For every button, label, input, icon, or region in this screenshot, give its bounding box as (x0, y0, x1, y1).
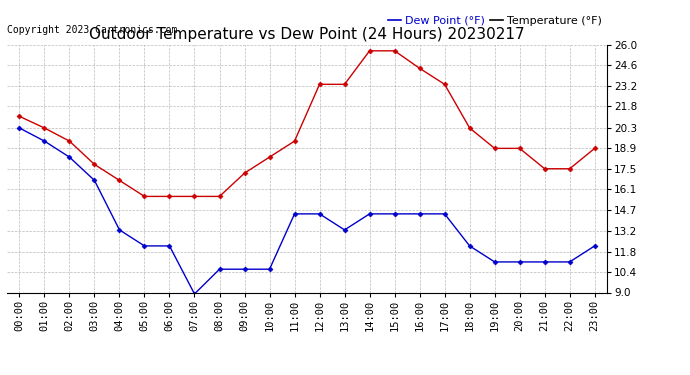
Title: Outdoor Temperature vs Dew Point (24 Hours) 20230217: Outdoor Temperature vs Dew Point (24 Hou… (89, 27, 525, 42)
Text: Copyright 2023 Cartronics.com: Copyright 2023 Cartronics.com (7, 25, 177, 35)
Legend: Dew Point (°F), Temperature (°F): Dew Point (°F), Temperature (°F) (388, 16, 602, 26)
